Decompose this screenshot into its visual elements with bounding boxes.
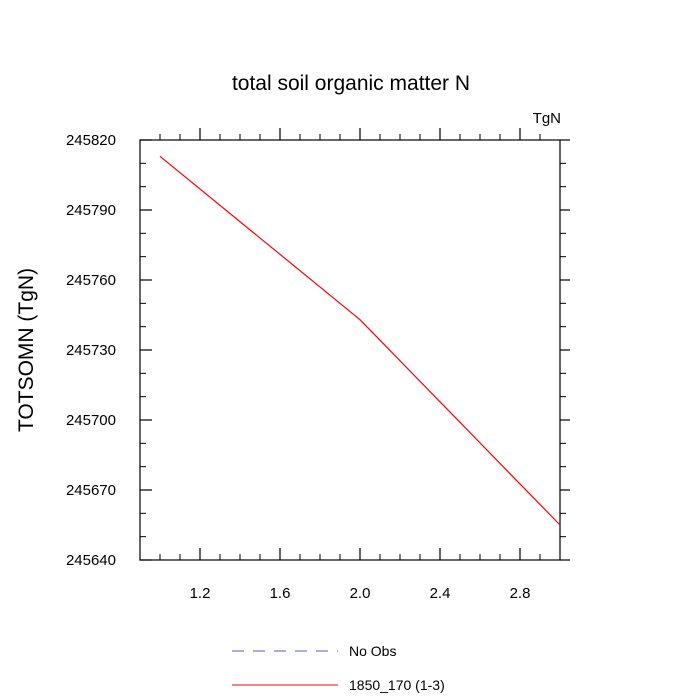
y-tick-label: 245640 <box>66 552 116 569</box>
y-axis-title-group: TOTSOMN (TgN) <box>15 268 38 432</box>
tick-labels: 1.2 1.6 2.0 2.4 2.8 245640 245670 245700 245730 2… <box>66 132 530 602</box>
axis-ticks <box>140 128 570 561</box>
y-axis-label: TOTSOMN (TgN) <box>15 268 38 432</box>
y-tick-label: 245820 <box>66 132 116 149</box>
series-lines <box>159 155 561 526</box>
legend-label-1: 1850_170 (1-3) <box>349 677 445 693</box>
x-tick-label: 2.4 <box>430 585 451 602</box>
x-tick-label: 1.6 <box>270 585 291 602</box>
series-line-1 <box>159 155 561 526</box>
y-tick-label: 245760 <box>66 272 116 289</box>
legend-label-0: No Obs <box>349 643 396 659</box>
units-label: TgN <box>533 110 561 127</box>
x-tick-label: 2.8 <box>510 585 531 602</box>
legend: No Obs 1850_170 (1-3) <box>232 643 445 693</box>
y-tick-label: 245700 <box>66 412 116 429</box>
chart-title-group: total soil organic matter N TgN <box>232 72 561 127</box>
x-tick-label: 2.0 <box>350 585 371 602</box>
y-tick-label: 245670 <box>66 482 116 499</box>
y-tick-label: 245790 <box>66 202 116 219</box>
y-tick-label: 245730 <box>66 342 116 359</box>
plot-frame <box>139 139 561 561</box>
x-tick-label: 1.2 <box>190 585 211 602</box>
chart-title: total soil organic matter N <box>232 72 470 95</box>
